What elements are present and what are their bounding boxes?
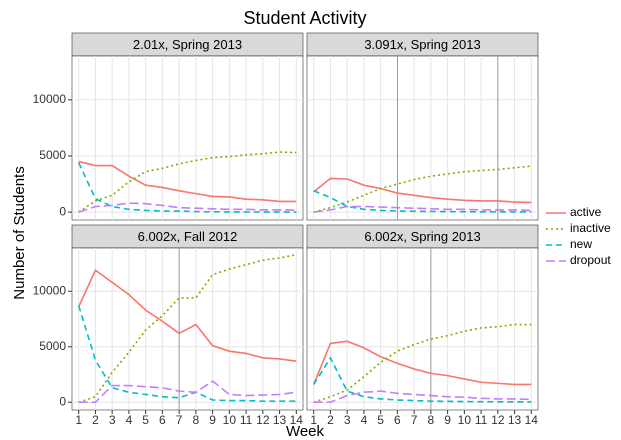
series-line xyxy=(78,151,297,213)
y-tick-label: 0 xyxy=(59,204,66,218)
x-tick-label: 1 xyxy=(310,413,317,427)
series-line xyxy=(313,205,532,213)
x-tick-label: 13 xyxy=(508,413,522,427)
x-tick-label: 11 xyxy=(240,413,253,427)
series-line xyxy=(78,253,297,403)
series-line xyxy=(78,380,297,404)
panel xyxy=(71,55,304,221)
y-tick-label: 10000 xyxy=(33,283,67,297)
x-tick-label: 11 xyxy=(475,413,488,427)
x-tick-label: 13 xyxy=(273,413,287,427)
series-line xyxy=(77,305,297,402)
legend-label: inactive xyxy=(570,221,611,235)
x-tick-label: 5 xyxy=(377,413,384,427)
series-line xyxy=(77,268,297,362)
panel-title: 6.002x, Fall 2012 xyxy=(138,229,238,244)
series-line xyxy=(312,340,532,386)
x-axis-label: Week xyxy=(286,423,325,440)
series-line xyxy=(78,160,297,203)
x-tick-label: 3 xyxy=(344,413,351,427)
x-tick-label: 12 xyxy=(256,413,270,427)
y-tick-label: 5000 xyxy=(39,339,66,353)
x-tick-label: 6 xyxy=(394,413,401,427)
panel xyxy=(306,55,539,221)
x-tick-label: 1 xyxy=(75,413,82,427)
series-line xyxy=(313,190,532,213)
x-tick-label: 7 xyxy=(176,413,183,427)
legend-label: active xyxy=(570,205,602,219)
x-tick-label: 5 xyxy=(142,413,149,427)
y-tick-label: 0 xyxy=(59,394,66,408)
panel xyxy=(306,247,539,411)
x-tick-label: 9 xyxy=(444,413,451,427)
legend-label: new xyxy=(570,237,592,251)
panel-title: 3.091x, Spring 2013 xyxy=(364,37,480,52)
x-tick-label: 2 xyxy=(327,413,334,427)
series-line xyxy=(313,356,532,403)
panel-title: 2.01x, Spring 2013 xyxy=(133,37,242,52)
series-line xyxy=(313,323,532,403)
x-tick-label: 12 xyxy=(491,413,505,427)
x-tick-label: 7 xyxy=(411,413,418,427)
x-tick-label: 3 xyxy=(109,413,116,427)
series-line xyxy=(77,162,297,213)
y-tick-label: 10000 xyxy=(33,92,67,106)
y-axis-label: Number of Students xyxy=(11,166,28,299)
x-tick-label: 10 xyxy=(458,413,472,427)
series-line xyxy=(313,177,532,204)
series-line xyxy=(78,202,297,213)
x-tick-label: 8 xyxy=(193,413,200,427)
y-tick-label: 5000 xyxy=(39,148,66,162)
x-tick-label: 4 xyxy=(126,413,133,427)
x-tick-label: 8 xyxy=(428,413,435,427)
series-line xyxy=(313,390,532,404)
x-tick-label: 14 xyxy=(525,413,539,427)
panel-title: 6.002x, Spring 2013 xyxy=(364,229,480,244)
x-tick-label: 14 xyxy=(290,413,304,427)
legend-label: dropout xyxy=(570,253,611,267)
x-tick-label: 9 xyxy=(209,413,216,427)
chart-title: Student Activity xyxy=(243,8,366,28)
x-tick-label: 6 xyxy=(159,413,166,427)
x-tick-label: 4 xyxy=(361,413,368,427)
x-tick-label: 10 xyxy=(223,413,237,427)
x-tick-label: 2 xyxy=(92,413,99,427)
